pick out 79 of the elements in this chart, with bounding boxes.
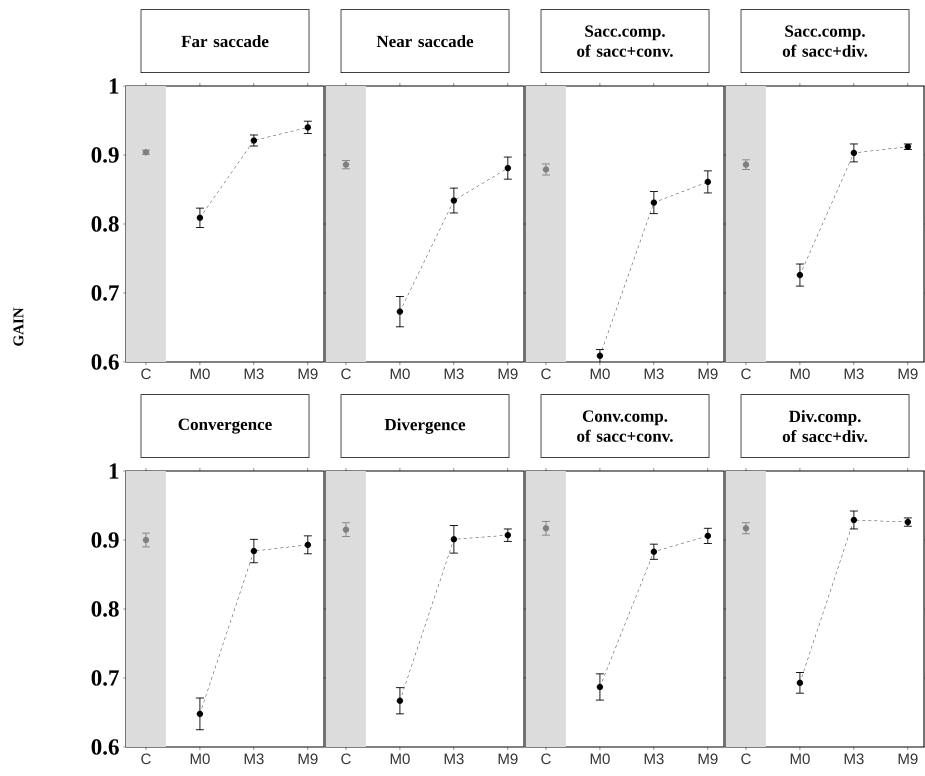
x-tick-label: C: [141, 754, 151, 764]
x-tick-label: C: [541, 754, 551, 764]
point: [504, 532, 512, 538]
point: [196, 214, 204, 221]
point: [742, 161, 750, 168]
x-tick-label: M0: [190, 754, 210, 764]
y-tick-label: 0.6: [92, 739, 119, 755]
point: [304, 542, 312, 548]
x-tick-label: M0: [790, 368, 810, 380]
x-tick-label: M9: [298, 368, 318, 380]
x-tick-label: M9: [898, 754, 918, 764]
x-tick-label: M0: [590, 754, 610, 764]
x-tick-label: C: [341, 368, 351, 380]
y-tick-label: 1: [110, 78, 118, 94]
x-tick-label: M0: [190, 368, 210, 380]
chart-title: Sacc.comp. of sacc+conv.: [577, 25, 673, 57]
x-tick-label: M3: [644, 368, 664, 380]
point: [304, 124, 312, 131]
x-tick-label: C: [341, 754, 351, 764]
x-tick-label: M0: [790, 754, 810, 764]
point: [396, 308, 404, 315]
point: [542, 525, 550, 532]
y-tick-label: 0.7: [92, 285, 119, 301]
chart-title: Conv.comp. of sacc+conv.: [577, 410, 673, 442]
y-tick-label: 0.8: [92, 601, 119, 617]
x-tick-label: M3: [844, 754, 864, 764]
x-tick-label: M3: [244, 368, 264, 380]
y-tick-label: 0.9: [92, 147, 119, 163]
x-tick-label: M9: [298, 754, 318, 764]
x-tick-label: C: [541, 368, 551, 380]
x-tick-label: M3: [444, 368, 464, 380]
point: [342, 526, 350, 533]
x-tick-label: M0: [390, 754, 410, 764]
chart-title: Far saccade: [181, 35, 268, 48]
point: [504, 164, 512, 172]
x-tick-label: M3: [644, 754, 664, 764]
x-tick-label: M9: [698, 368, 718, 380]
x-tick-label: M9: [498, 754, 518, 764]
point: [250, 137, 258, 144]
x-tick-label: M0: [590, 368, 610, 380]
y-tick-label: 0.8: [92, 216, 119, 232]
point: [650, 199, 658, 206]
chart-title: Divergence: [384, 418, 466, 434]
point: [396, 698, 404, 704]
x-tick-label: C: [741, 368, 751, 380]
chart-title: Div.comp. of sacc+div.: [782, 410, 868, 442]
x-tick-label: M3: [244, 754, 264, 764]
chart-title: Near saccade: [376, 35, 474, 48]
x-tick-label: C: [141, 368, 151, 380]
point: [704, 178, 712, 186]
x-tick-label: M9: [498, 368, 518, 380]
y-axis-title: GAIN: [13, 308, 24, 346]
y-tick-label: 0.7: [92, 670, 119, 686]
x-tick-label: M9: [898, 368, 918, 380]
point: [796, 272, 804, 278]
y-tick-label: 0.9: [92, 532, 119, 548]
point: [450, 536, 458, 543]
chart-title: Convergence: [178, 418, 272, 434]
point: [650, 548, 658, 555]
point: [742, 525, 750, 532]
y-tick-label: 0.6: [92, 354, 119, 370]
point: [850, 150, 858, 156]
point: [596, 352, 604, 359]
point: [450, 197, 458, 204]
point: [542, 166, 550, 173]
x-tick-label: M3: [444, 754, 464, 764]
point: [142, 536, 150, 544]
y-tick-label: 1: [110, 463, 118, 479]
point: [250, 548, 258, 554]
point: [796, 680, 804, 686]
x-tick-label: M0: [390, 368, 410, 380]
x-tick-label: M3: [844, 368, 864, 380]
point: [596, 684, 604, 690]
x-tick-label: M9: [698, 754, 718, 764]
point: [704, 532, 712, 540]
point: [850, 516, 858, 524]
x-tick-label: C: [741, 754, 751, 764]
chart-title: Sacc.comp. of sacc+div.: [782, 25, 868, 57]
point: [196, 710, 204, 718]
